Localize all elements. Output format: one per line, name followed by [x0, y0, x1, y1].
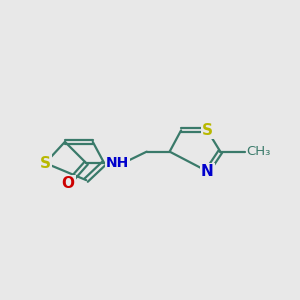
- Text: S: S: [40, 156, 51, 171]
- Text: S: S: [202, 123, 213, 138]
- Text: NH: NH: [106, 156, 129, 170]
- Text: O: O: [62, 176, 75, 191]
- Text: N: N: [201, 164, 214, 179]
- Text: CH₃: CH₃: [247, 145, 271, 158]
